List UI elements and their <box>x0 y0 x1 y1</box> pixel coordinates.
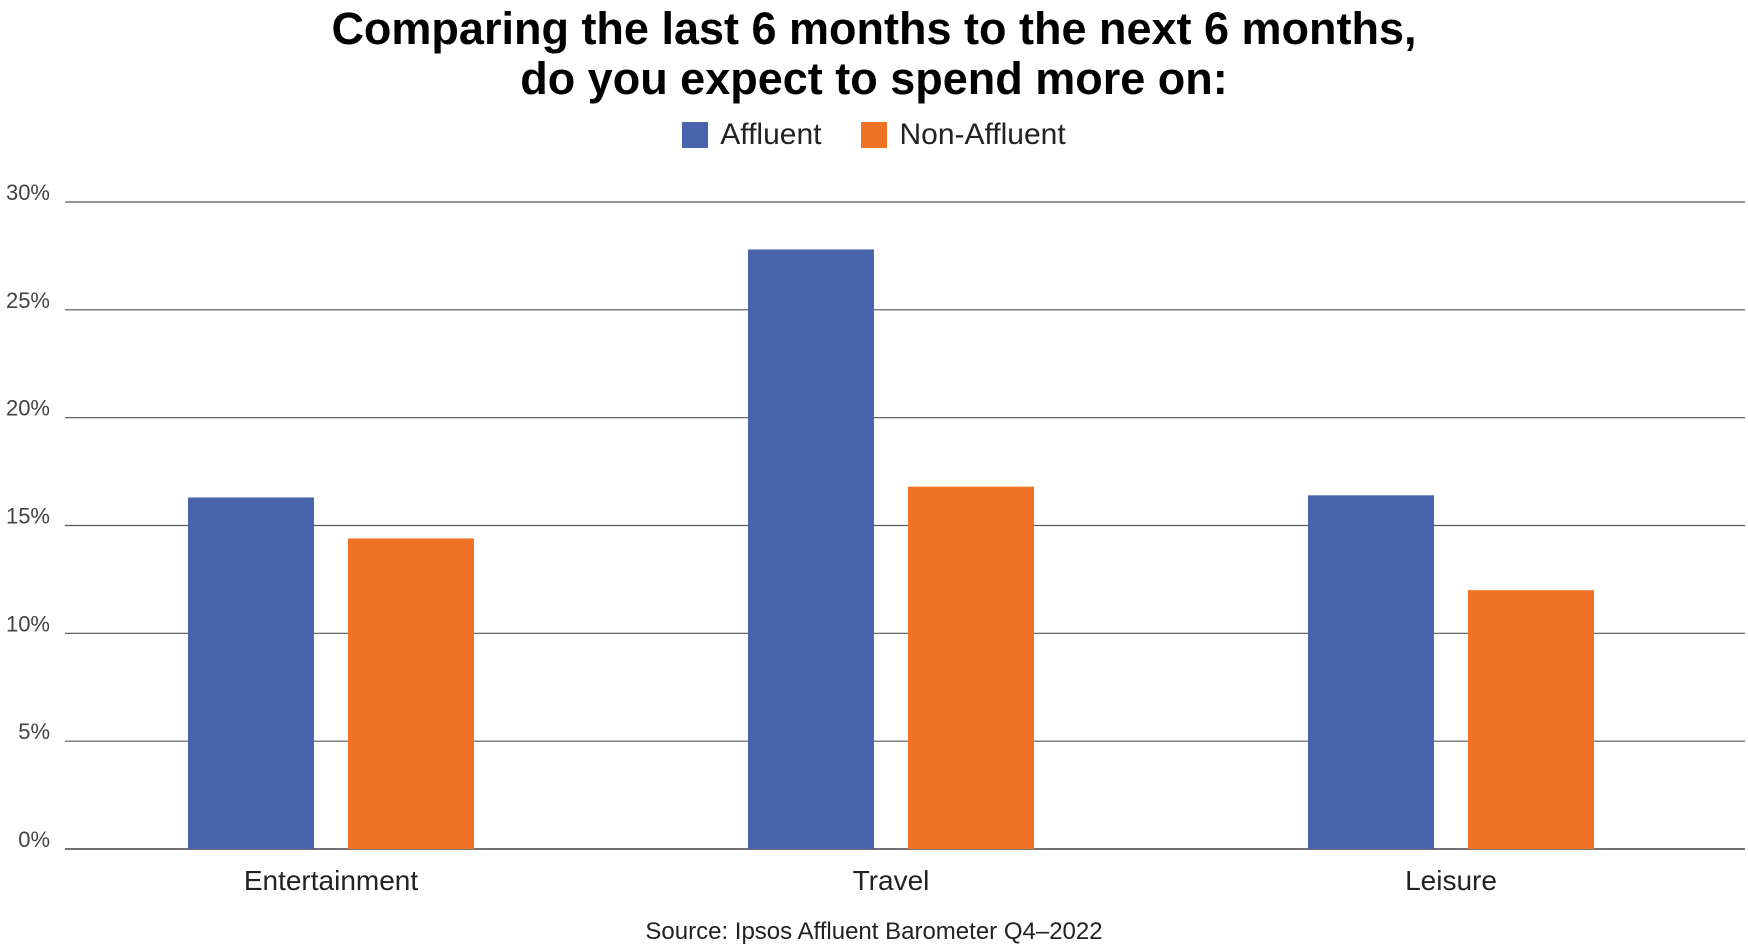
bar <box>1468 590 1594 849</box>
bar-chart: 0% 5% 10% 15% 20% 25% 30% Entertainment Travel Le… <box>6 180 1745 896</box>
bar <box>188 497 314 849</box>
legend-swatch-affluent <box>682 122 709 148</box>
y-tick-label: 25% <box>6 288 50 313</box>
source-note: Source: Ipsos Affluent Barometer Q4–2022 <box>645 918 1103 945</box>
y-tick-label: 0% <box>18 827 50 852</box>
y-tick-label: 5% <box>18 719 50 744</box>
y-tick-label: 15% <box>6 504 50 529</box>
x-tick-label: Entertainment <box>244 865 419 896</box>
legend-label-affluent: Affluent <box>720 118 822 151</box>
y-tick-label: 10% <box>6 611 50 636</box>
legend-label-non-affluent: Non-Affluent <box>899 118 1066 151</box>
bar <box>348 538 474 849</box>
y-tick-label: 20% <box>6 396 50 421</box>
chart-legend: Affluent Non-Affluent <box>0 118 1748 152</box>
chart-title: Comparing the last 6 months to the next … <box>0 4 1748 104</box>
x-tick-label: Leisure <box>1405 865 1497 896</box>
bar <box>748 249 874 849</box>
bar <box>1308 495 1434 849</box>
legend-item-non-affluent: Non-Affluent <box>861 118 1066 152</box>
legend-swatch-non-affluent <box>861 122 888 148</box>
y-tick-label: 30% <box>6 180 50 205</box>
legend-item-affluent: Affluent <box>682 118 821 152</box>
chart-title-line-1: Comparing the last 6 months to the next … <box>331 3 1417 54</box>
x-tick-label: Travel <box>853 865 930 896</box>
chart-title-line-2: do you expect to spend more on: <box>520 53 1228 104</box>
bar <box>908 486 1034 849</box>
